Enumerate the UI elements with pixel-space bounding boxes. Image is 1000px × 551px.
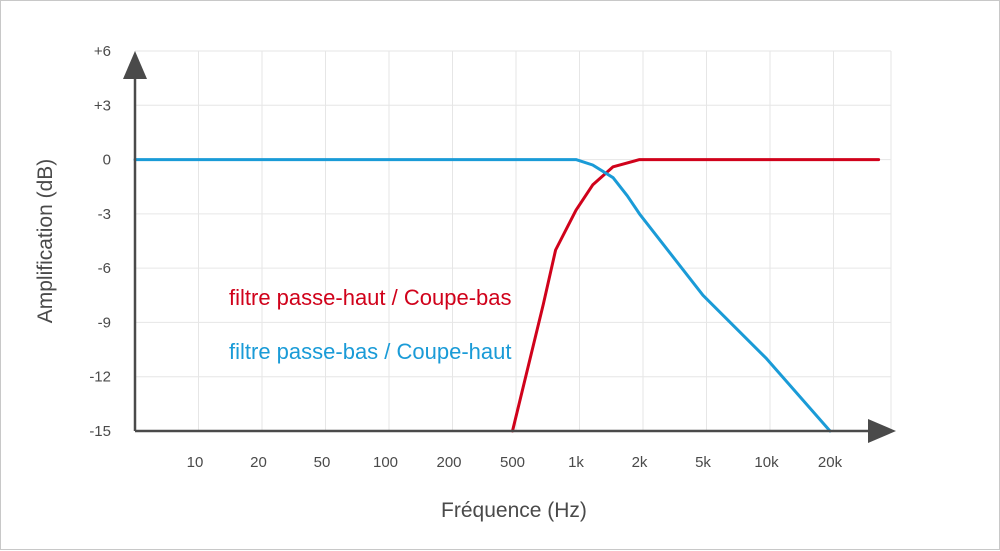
y-axis-label: Amplification (dB)	[34, 159, 57, 324]
y-tick-label: -3	[98, 206, 111, 223]
x-tick-label: 20k	[818, 454, 843, 471]
x-tick-label: 20	[250, 454, 267, 471]
axes	[123, 51, 896, 443]
x-tick-label: 200	[436, 454, 461, 471]
y-tick-label: -9	[98, 314, 111, 331]
x-tick-label: 10	[187, 454, 204, 471]
x-axis-arrow-icon	[868, 419, 896, 443]
x-tick-labels: 10 20 50 100 200 500 1k 2k 5k 10k 20k	[187, 454, 843, 471]
x-axis-label: Fréquence (Hz)	[441, 499, 587, 522]
series-layer	[133, 158, 881, 433]
legend-label-lowpass: filtre passe-bas / Coupe-haut	[229, 339, 512, 364]
y-tick-label: +6	[94, 43, 111, 60]
legend-label-highpass: filtre passe-haut / Coupe-bas	[229, 285, 512, 310]
x-tick-label: 2k	[632, 454, 648, 471]
highpass-series-line	[511, 158, 881, 433]
y-tick-label: 0	[103, 152, 111, 169]
y-axis-arrow-icon	[123, 51, 147, 79]
lowpass-series-line	[133, 158, 832, 433]
x-tick-label: 10k	[754, 454, 779, 471]
legend: filtre passe-haut / Coupe-bas filtre pas…	[229, 285, 512, 364]
x-tick-label: 500	[500, 454, 525, 471]
x-tick-label: 100	[373, 454, 398, 471]
y-tick-label: -15	[89, 423, 111, 440]
x-tick-label: 50	[314, 454, 331, 471]
y-tick-labels: +6 +3 0 -3 -6 -9 -12 -15	[89, 43, 111, 440]
y-tick-label: -12	[89, 369, 111, 386]
x-tick-label: 1k	[568, 454, 584, 471]
x-tick-label: 5k	[695, 454, 711, 471]
y-tick-label: -6	[98, 260, 111, 277]
y-tick-label: +3	[94, 97, 111, 114]
grid	[134, 50, 892, 432]
